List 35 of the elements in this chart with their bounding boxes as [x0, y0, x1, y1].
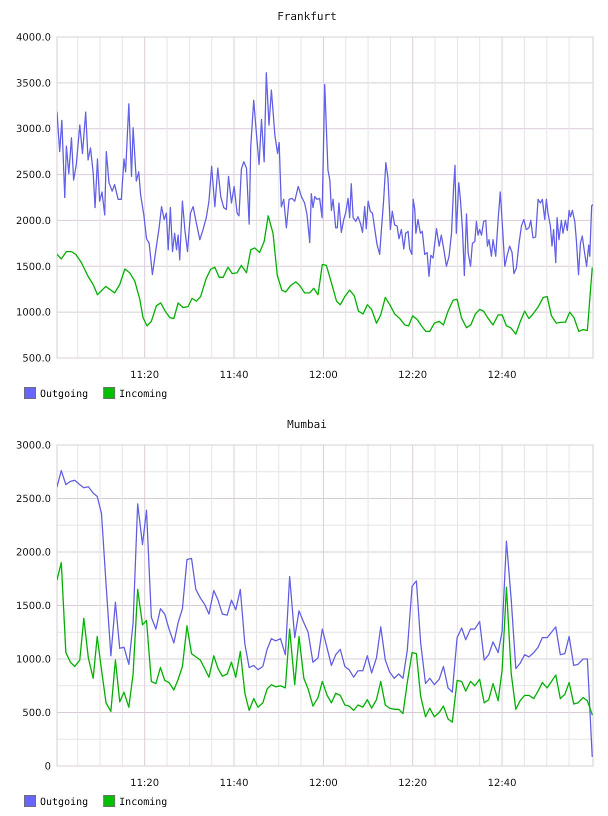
y-tick-label: 1000.0	[16, 308, 51, 319]
x-tick-label: 12:00	[308, 778, 338, 789]
y-tick-label: 2500.0	[16, 494, 51, 505]
y-tick-label: 1500.0	[16, 601, 51, 612]
y-tick-label: 0	[44, 762, 51, 772]
x-tick-label: 12:40	[488, 778, 516, 789]
x-tick-label: 12:20	[398, 778, 428, 789]
legend-label: Incoming	[119, 797, 168, 808]
x-tick-label: 12:00	[308, 370, 338, 381]
chart-title: Frankfurt	[277, 10, 337, 23]
y-tick-label: 3000.0	[16, 440, 51, 452]
line-series	[57, 72, 593, 278]
y-tick-label: 2500.0	[16, 170, 51, 182]
x-tick-label: 11:20	[130, 370, 160, 381]
y-tick-label: 3500.0	[16, 78, 51, 90]
y-tick-label: 1500.0	[16, 262, 51, 273]
legend-label: Outgoing	[40, 389, 88, 400]
y-tick-label: 500.0	[22, 354, 51, 364]
line-series	[57, 470, 593, 758]
y-tick-label: 2000.0	[16, 216, 51, 227]
x-tick-label: 12:40	[488, 370, 516, 381]
y-tick-label: 2000.0	[16, 548, 51, 558]
chart-title: Mumbai	[287, 418, 327, 431]
x-tick-label: 11:40	[220, 778, 248, 789]
x-tick-label: 11:40	[220, 370, 248, 381]
legend-label: Outgoing	[40, 797, 88, 808]
y-tick-label: 3000.0	[16, 124, 51, 136]
legend-label: Incoming	[119, 389, 168, 400]
y-tick-label: 4000.0	[16, 32, 51, 44]
x-tick-label: 11:20	[130, 778, 160, 789]
line-series	[57, 562, 593, 723]
y-tick-label: 1000.0	[16, 654, 51, 666]
y-tick-label: 500.0	[22, 708, 51, 719]
x-tick-label: 12:20	[398, 370, 428, 381]
line-series	[57, 215, 593, 335]
